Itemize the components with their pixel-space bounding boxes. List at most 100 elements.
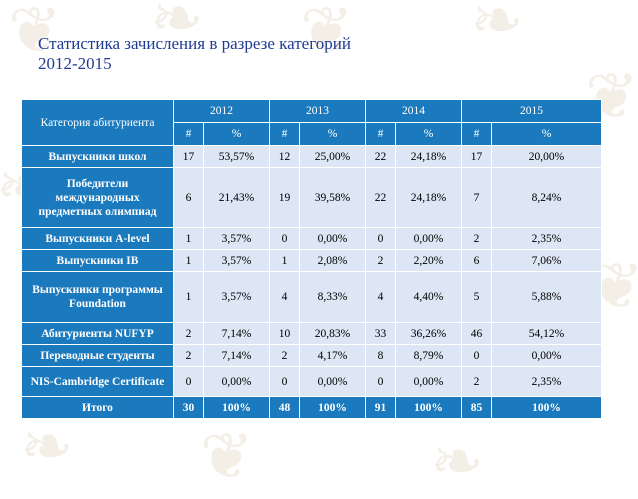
percent-cell: 2,35%: [491, 227, 602, 250]
table-row: NIS-Cambridge Certificate 0 0,00% 0 0,00% 0 0,…: [21, 366, 602, 397]
percent-cell: 0,00%: [491, 344, 602, 367]
year-header-2013: 2013: [269, 99, 366, 123]
count-cell: 1: [173, 271, 204, 323]
header-row-years: Категория абитуриента 2012 2013 2014 201…: [21, 99, 602, 146]
count-cell: 22: [365, 167, 396, 228]
table-row: Абитуриенты NUFYP 2 7,14% 10 20,83% 33 36,26% 4…: [21, 322, 602, 345]
count-cell: 46: [461, 322, 492, 345]
count-header: #: [461, 122, 492, 146]
row-category-label: Выпускники IB: [21, 249, 174, 272]
row-category-label: Выпускники программы Foundation: [21, 271, 174, 323]
total-count-cell: 85: [461, 396, 492, 419]
total-percent-cell: 100%: [491, 396, 602, 419]
enrollment-statistics-table: Категория абитуриента 2012 2013 2014 201…: [21, 99, 602, 419]
count-cell: 2: [269, 344, 300, 367]
percent-cell: 7,14%: [203, 344, 270, 367]
percent-cell: 54,12%: [491, 322, 602, 345]
row-category-label: Абитуриенты NUFYP: [21, 322, 174, 345]
percent-cell: 25,00%: [299, 145, 366, 168]
table-row: Выпускники IB 1 3,57% 1 2,08% 2 2,20% 6 7,06%: [21, 249, 602, 272]
row-category-label: Выпускники школ: [21, 145, 174, 168]
percent-cell: 7,14%: [203, 322, 270, 345]
table-row: Переводные студенты 2 7,14% 2 4,17% 8 8,79% 0 0,…: [21, 344, 602, 367]
percent-cell: 53,57%: [203, 145, 270, 168]
count-cell: 5: [461, 271, 492, 323]
total-percent-cell: 100%: [299, 396, 366, 419]
percent-cell: 3,57%: [203, 271, 270, 323]
percent-cell: 3,57%: [203, 249, 270, 272]
table-row: Выпускники школ 17 53,57% 12 25,00% 22 24,18% 1…: [21, 145, 602, 168]
percent-cell: 24,18%: [395, 145, 462, 168]
background-ornament: ❦: [200, 420, 254, 494]
count-cell: 7: [461, 167, 492, 228]
count-cell: 2: [365, 249, 396, 272]
count-cell: 0: [461, 344, 492, 367]
count-cell: 12: [269, 145, 300, 168]
slide-title-line-1: Статистика зачисления в разрезе категори…: [38, 34, 351, 53]
percent-cell: 2,08%: [299, 249, 366, 272]
percent-cell: 8,33%: [299, 271, 366, 323]
percent-cell: 5,88%: [491, 271, 602, 323]
count-cell: 1: [269, 249, 300, 272]
percent-cell: 36,26%: [395, 322, 462, 345]
row-category-label: NIS-Cambridge Certificate: [21, 366, 174, 397]
count-header: #: [269, 122, 300, 146]
total-label: Итого: [21, 396, 174, 419]
table-row: Выпускники A-level 1 3,57% 0 0,00% 0 0,00% 2 2,3…: [21, 227, 602, 250]
count-cell: 33: [365, 322, 396, 345]
slide-title: Статистика зачисления в разрезе категори…: [38, 34, 351, 74]
percent-cell: 24,18%: [395, 167, 462, 228]
header-row-subcolumns: # % # % # % # %: [22, 122, 602, 146]
percent-header: %: [491, 122, 602, 146]
percent-cell: 39,58%: [299, 167, 366, 228]
total-percent-cell: 100%: [203, 396, 270, 419]
percent-header: %: [299, 122, 366, 146]
percent-cell: 2,35%: [491, 366, 602, 397]
total-percent-cell: 100%: [395, 396, 462, 419]
total-count-cell: 91: [365, 396, 396, 419]
count-cell: 0: [365, 227, 396, 250]
count-cell: 0: [173, 366, 204, 397]
percent-header: %: [203, 122, 270, 146]
percent-cell: 8,79%: [395, 344, 462, 367]
percent-cell: 0,00%: [395, 227, 462, 250]
count-cell: 10: [269, 322, 300, 345]
year-header-2014: 2014: [365, 99, 462, 123]
count-cell: 0: [365, 366, 396, 397]
percent-cell: 7,06%: [491, 249, 602, 272]
count-cell: 1: [173, 249, 204, 272]
table-row: Выпускники программы Foundation 1 3,57% 4 8,…: [21, 271, 602, 323]
count-cell: 0: [269, 227, 300, 250]
slide-title-line-2: 2012-2015: [38, 54, 112, 73]
count-cell: 2: [173, 344, 204, 367]
percent-cell: 0,00%: [203, 366, 270, 397]
count-cell: 8: [365, 344, 396, 367]
row-category-label: Выпускники A-level: [21, 227, 174, 250]
count-cell: 19: [269, 167, 300, 228]
total-row: Итого 30 100% 48 100% 91 100% 85 100%: [21, 396, 602, 419]
count-cell: 4: [269, 271, 300, 323]
percent-cell: 0,00%: [299, 366, 366, 397]
percent-cell: 4,17%: [299, 344, 366, 367]
count-cell: 2: [461, 366, 492, 397]
count-header: #: [365, 122, 396, 146]
row-category-label: Победители международных предметных олим…: [21, 167, 174, 228]
count-cell: 1: [173, 227, 204, 250]
count-cell: 17: [461, 145, 492, 168]
category-header: Категория абитуриента: [21, 99, 174, 146]
percent-cell: 0,00%: [395, 366, 462, 397]
percent-cell: 21,43%: [203, 167, 270, 228]
percent-cell: 4,40%: [395, 271, 462, 323]
table-row: Победители международных предметных олим…: [21, 167, 602, 228]
percent-cell: 20,83%: [299, 322, 366, 345]
count-cell: 4: [365, 271, 396, 323]
row-category-label: Переводные студенты: [21, 344, 174, 367]
background-ornament: ❧: [20, 410, 74, 484]
count-cell: 17: [173, 145, 204, 168]
background-ornament: ❧: [430, 425, 484, 499]
count-cell: 0: [269, 366, 300, 397]
percent-cell: 2,20%: [395, 249, 462, 272]
total-count-cell: 48: [269, 396, 300, 419]
percent-cell: 0,00%: [299, 227, 366, 250]
count-cell: 6: [173, 167, 204, 228]
